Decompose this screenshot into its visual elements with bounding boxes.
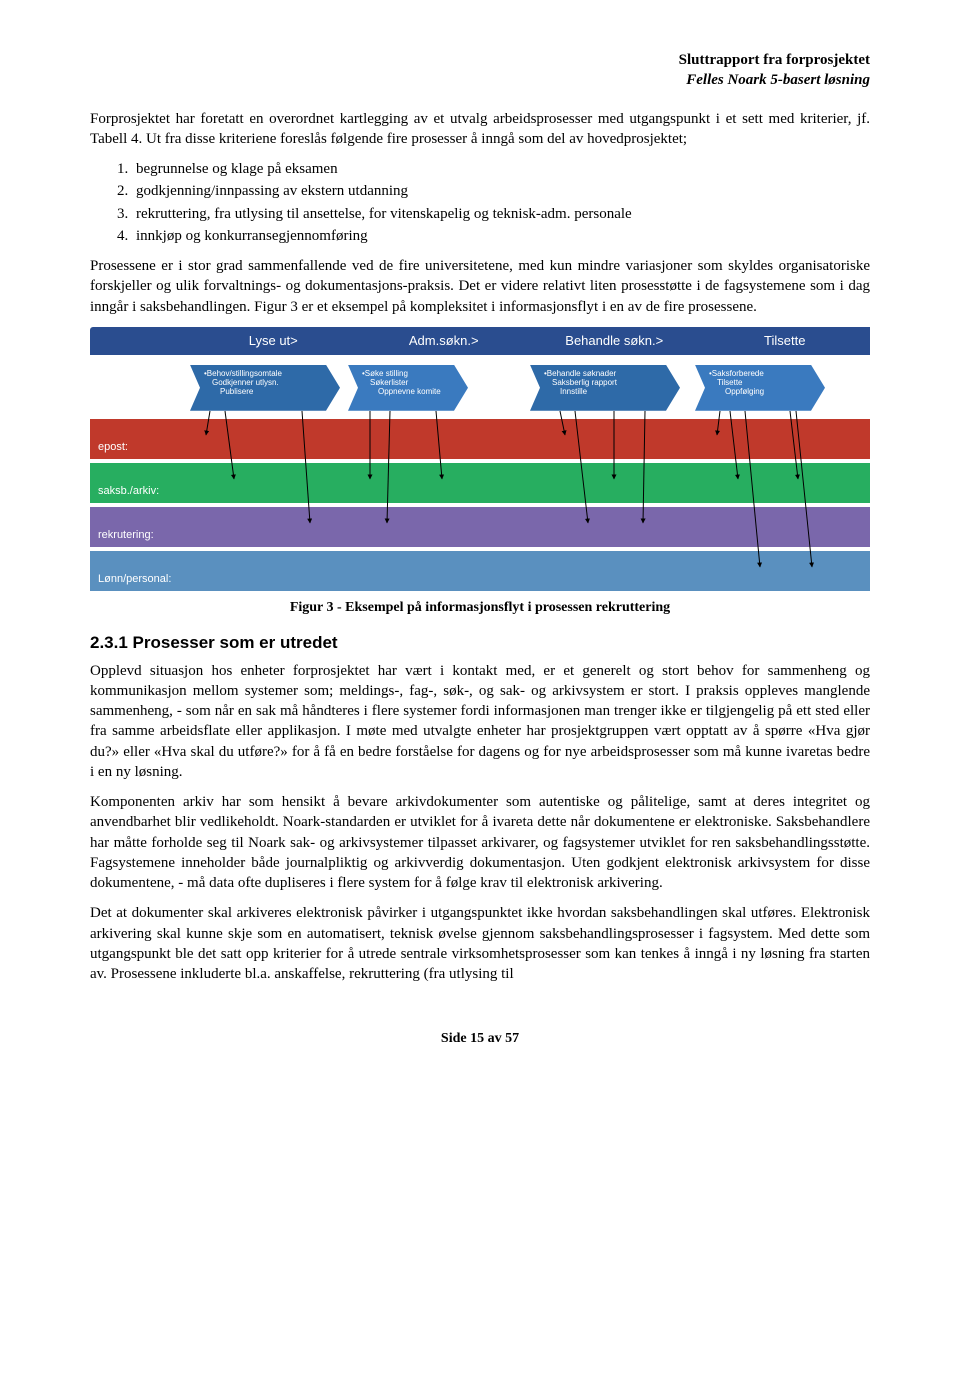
swimlane-label: saksb./arkiv: xyxy=(98,484,159,499)
section-heading-2-3-1: 2.3.1 Prosesser som er utredet xyxy=(90,632,870,655)
paragraph-5: Det at dokumenter skal arkiveres elektro… xyxy=(90,903,870,984)
process-chevron: •SaksforberedeTilsetteOppfølging xyxy=(695,365,825,411)
chevron-line: Tilsette xyxy=(709,378,817,387)
process-chevron: •Behov/stillingsomtaleGodkjenner utlysn.… xyxy=(190,365,340,411)
chevron-line: Saksberlig rapport xyxy=(544,378,672,387)
chevron-line: Publisere xyxy=(204,387,332,396)
process-list: begrunnelse og klage på eksamen godkjenn… xyxy=(132,159,870,246)
swimlane-label: rekrutering: xyxy=(98,528,154,543)
phase-label: Adm.søkn.> xyxy=(359,332,530,350)
header-line-2: Felles Noark 5-basert løsning xyxy=(90,70,870,90)
swimlane: rekrutering: xyxy=(90,507,870,547)
list-item: begrunnelse og klage på eksamen xyxy=(132,159,870,179)
chevron-line: Oppnevne komite xyxy=(362,387,460,396)
chevron-line: Innstille xyxy=(544,387,672,396)
swimlane: saksb./arkiv: xyxy=(90,463,870,503)
swimlane: Lønn/personal: xyxy=(90,551,870,591)
list-item: rekruttering, fra utlysing til ansettels… xyxy=(132,204,870,224)
paragraph-4: Komponenten arkiv har som hensikt å beva… xyxy=(90,792,870,893)
process-chevron: •Behandle søknaderSaksberlig rapportInns… xyxy=(530,365,680,411)
process-chevron: •Søke stillingSøkerlisterOppnevne komite xyxy=(348,365,468,411)
chevron-line: •Saksforberede xyxy=(709,369,817,378)
chevron-line: Søkerlister xyxy=(362,378,460,387)
running-header: Sluttrapport fra forprosjektet Felles No… xyxy=(90,50,870,91)
swimlane-label: epost: xyxy=(98,440,128,455)
phase-label: Lyse ut> xyxy=(188,332,359,350)
chevron-line: •Behov/stillingsomtale xyxy=(204,369,332,378)
header-line-1: Sluttrapport fra forprosjektet xyxy=(90,50,870,70)
figure-caption: Figur 3 - Eksempel på informasjonsflyt i… xyxy=(90,599,870,618)
list-item: godkjenning/innpassing av ekstern utdann… xyxy=(132,181,870,201)
chevron-line: •Behandle søknader xyxy=(544,369,672,378)
page-footer: Side 15 av 57 xyxy=(90,1030,870,1049)
phase-label: Tilsette xyxy=(700,332,871,350)
list-item: innkjøp og konkurransegjennomføring xyxy=(132,226,870,246)
intro-paragraph: Forprosjektet har foretatt en overordnet… xyxy=(90,109,870,150)
chevron-line: Oppfølging xyxy=(709,387,817,396)
swimlane-label: Lønn/personal: xyxy=(98,572,171,587)
figure-3: Lyse ut>Adm.søkn.>Behandle søkn.>Tilsett… xyxy=(90,327,870,591)
paragraph-2: Prosessene er i stor grad sammenfallende… xyxy=(90,256,870,317)
chevron-line: •Søke stilling xyxy=(362,369,460,378)
diagram-topbar: Lyse ut>Adm.søkn.>Behandle søkn.>Tilsett… xyxy=(90,327,870,355)
chevron-line: Godkjenner utlysn. xyxy=(204,378,332,387)
phase-label: Behandle søkn.> xyxy=(529,332,700,350)
swimlane: epost: xyxy=(90,419,870,459)
chevron-row: •Behov/stillingsomtaleGodkjenner utlysn.… xyxy=(90,361,870,415)
paragraph-3: Opplevd situasjon hos enheter forprosjek… xyxy=(90,661,870,783)
